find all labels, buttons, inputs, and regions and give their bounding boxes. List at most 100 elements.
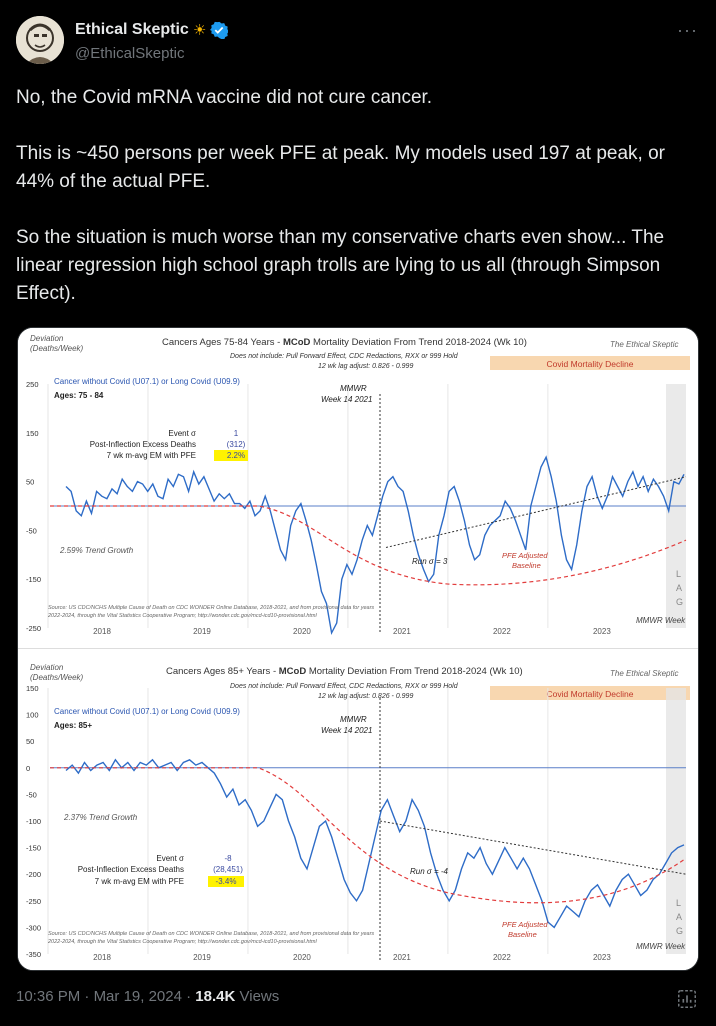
- source-note: 2022-2024, through the Vital Statistics …: [47, 613, 317, 619]
- source-note: 2022-2024, through the Vital Statistics …: [47, 939, 317, 945]
- sun-icon: ☀: [192, 22, 207, 39]
- y-tick-label: -50: [26, 790, 37, 799]
- y-tick-label: -150: [26, 575, 41, 584]
- chart-title: Cancers Ages 75-84 Years - MCoD Mortalit…: [162, 337, 527, 348]
- post-meta: 10:36 PM · Mar 19, 2024 · 18.4K Views: [16, 988, 279, 1005]
- x-tick-label: 2019: [193, 627, 211, 636]
- excess-deaths-label: Post-Inflection Excess Deaths: [90, 440, 196, 449]
- event-sigma-value: -8: [224, 854, 232, 863]
- avatar-image: [16, 16, 64, 64]
- lag-letter: A: [676, 583, 682, 593]
- author-name[interactable]: Ethical Skeptic: [75, 21, 189, 38]
- x-tick-label: 2021: [393, 953, 411, 962]
- mmwr-label: MMWR: [340, 715, 367, 724]
- views-label: Views: [239, 988, 280, 1005]
- lag-letter: G: [676, 597, 683, 607]
- y-tick-label: -200: [26, 870, 41, 879]
- y-tick-label: 0: [26, 764, 30, 773]
- post-date[interactable]: Mar 19, 2024: [93, 988, 182, 1005]
- chart-note: Does not include: Pull Forward Effect, C…: [230, 353, 459, 360]
- lag-letter: L: [676, 898, 681, 908]
- mmwr-label: MMWR: [340, 384, 367, 393]
- author-name-row[interactable]: Ethical Skeptic ☀: [75, 21, 229, 39]
- y-tick-label: -250: [26, 624, 41, 633]
- y-axis-label: Deviation: [30, 663, 64, 672]
- chart-note: 12 wk lag adjust: 0.826 - 0.999: [318, 693, 413, 700]
- lag-band: [666, 688, 686, 954]
- more-options-icon[interactable]: ···: [677, 20, 698, 40]
- mmwr-week-label: Week 14 2021: [321, 395, 372, 404]
- analytics-icon[interactable]: [676, 988, 698, 1010]
- trend-growth-label: 2.37% Trend Growth: [63, 813, 138, 822]
- y-tick-label: 150: [26, 429, 39, 438]
- y-tick-label: -150: [26, 844, 41, 853]
- x-tick-label: 2023: [593, 953, 611, 962]
- em-highlight: [214, 450, 248, 461]
- separator: ·: [84, 988, 90, 1005]
- x-tick-label: 2018: [93, 627, 111, 636]
- event-sigma-value: 1: [234, 429, 239, 438]
- avatar[interactable]: [16, 16, 64, 64]
- y-axis-label: (Deaths/Week): [30, 673, 84, 682]
- views-count: 18.4K: [195, 988, 236, 1005]
- x-tick-label: 2022: [493, 953, 511, 962]
- excess-deaths-label: Post-Inflection Excess Deaths: [78, 865, 184, 874]
- post-paragraph: So the situation is much worse than my c…: [16, 227, 665, 304]
- chart-75-84: Covid Mortality Decline Deviation (Death…: [18, 328, 698, 648]
- y-tick-label: -250: [26, 897, 41, 906]
- run-sigma-label: Run σ = 3: [412, 557, 448, 566]
- trend-growth-label: 2.59% Trend Growth: [59, 546, 134, 555]
- pfe-baseline-label: Baseline: [508, 930, 537, 939]
- y-tick-label: -100: [26, 817, 41, 826]
- source-note: Source: US CDC/NCHS Multiple Cause of De…: [48, 931, 374, 937]
- lag-letter: L: [676, 569, 681, 579]
- chart-panel-75-84: Covid Mortality Decline Deviation (Death…: [18, 328, 698, 648]
- y-tick-label: 150: [26, 684, 39, 693]
- pfe-baseline-label: PFE Adjusted: [502, 920, 548, 929]
- y-tick-label: 50: [26, 737, 34, 746]
- pfe-baseline-label: Baseline: [512, 561, 541, 570]
- separator: ·: [186, 988, 192, 1005]
- mmwr-week-axis-label: MMWR Week: [636, 942, 686, 951]
- run-sigma-label: Run σ = -4: [410, 867, 449, 876]
- pfe-baseline-label: PFE Adjusted: [502, 551, 548, 560]
- ages-label: Ages: 85+: [54, 721, 92, 730]
- mmwr-week-label: Week 14 2021: [321, 726, 372, 735]
- panel-divider: [18, 648, 698, 659]
- em-highlight: [208, 876, 244, 887]
- lag-letter: A: [676, 912, 682, 922]
- watermark: The Ethical Skeptic: [610, 340, 678, 349]
- author-handle[interactable]: @EthicalSkeptic: [75, 45, 185, 62]
- covid-band-label: Covid Mortality Decline: [547, 689, 634, 699]
- x-tick-label: 2021: [393, 627, 411, 636]
- source-note: Source: US CDC/NCHS Multiple Cause of De…: [48, 605, 374, 611]
- excess-deaths-value: (28,451): [213, 865, 243, 874]
- y-tick-label: 50: [26, 478, 34, 487]
- chart-note: Does not include: Pull Forward Effect, C…: [230, 683, 459, 690]
- event-sigma-label: Event σ: [156, 854, 184, 863]
- y-tick-label: 100: [26, 711, 39, 720]
- chart-85-plus: Covid Mortality Decline Deviation (Death…: [18, 658, 698, 970]
- post-paragraph: This is ~450 persons per week PFE at pea…: [16, 143, 665, 192]
- post-paragraph: No, the Covid mRNA vaccine did not cure …: [16, 87, 433, 108]
- post-time[interactable]: 10:36 PM: [16, 988, 81, 1005]
- post-header: Ethical Skeptic ☀ @EthicalSkeptic ···: [16, 14, 700, 68]
- x-tick-label: 2020: [293, 627, 311, 636]
- pfe-baseline-curve: [50, 505, 687, 586]
- covid-band: [490, 686, 690, 700]
- em-value: -3.4%: [216, 877, 237, 886]
- em-label: 7 wk m-avg EM with PFE: [107, 451, 196, 460]
- mmwr-week-axis-label: MMWR Week: [636, 616, 686, 625]
- em-value: 2.2%: [227, 451, 245, 460]
- y-axis-label: Deviation: [30, 334, 64, 343]
- series-line: [65, 758, 685, 929]
- x-tick-label: 2023: [593, 627, 611, 636]
- y-tick-label: -50: [26, 526, 37, 535]
- ages-label: Ages: 75 - 84: [54, 391, 104, 400]
- excess-deaths-value: (312): [227, 440, 246, 449]
- y-tick-label: -300: [26, 923, 41, 932]
- covid-band-label: Covid Mortality Decline: [547, 359, 634, 369]
- post-media-image[interactable]: Covid Mortality Decline Deviation (Death…: [17, 327, 699, 971]
- covid-band: [490, 356, 690, 370]
- trend-line: [385, 476, 687, 548]
